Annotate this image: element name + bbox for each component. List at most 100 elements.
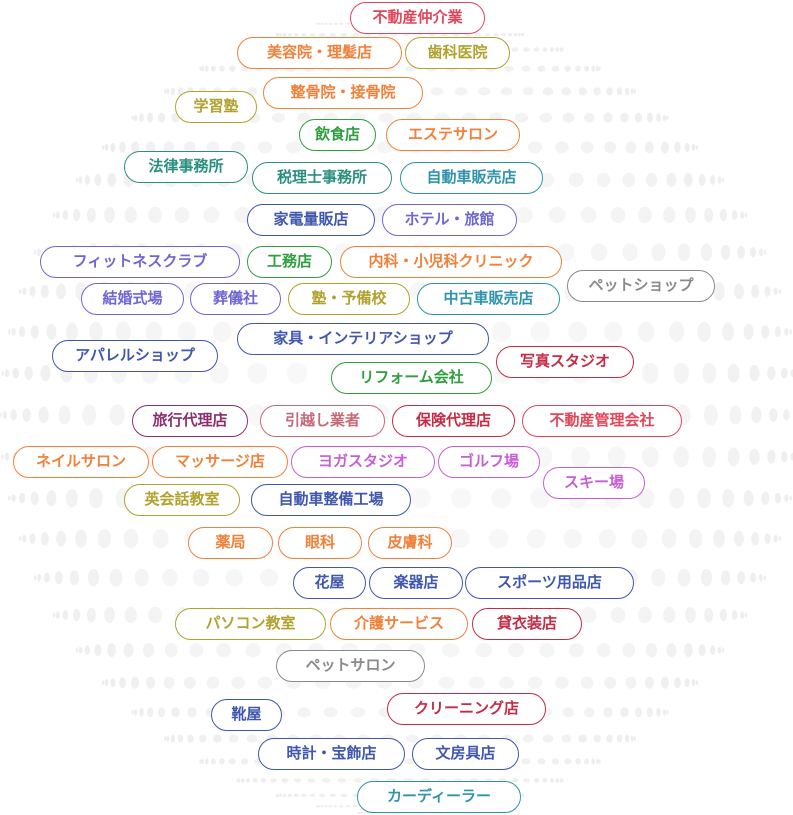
tag-chip[interactable]: 不動産管理会社 [522, 405, 682, 437]
tag-chip[interactable]: ゴルフ場 [438, 446, 540, 478]
tag-chip[interactable]: 花屋 [293, 567, 366, 599]
globe-dot [40, 365, 50, 381]
tag-chip[interactable]: 内科・小児科クリニック [340, 246, 562, 278]
tag-chip[interactable]: 塾・予備校 [288, 283, 410, 315]
globe-dot [556, 47, 559, 52]
tag-chip[interactable]: 楽器店 [369, 567, 463, 599]
globe-dot [19, 536, 21, 541]
globe-dot [294, 33, 299, 36]
globe-dot [784, 494, 788, 502]
tag-chip[interactable]: ホテル・旅館 [382, 204, 517, 236]
globe-dot [339, 805, 343, 807]
globe-dot [166, 736, 169, 742]
globe-dot [523, 794, 525, 797]
tag-chip[interactable]: 税理士事務所 [252, 162, 392, 194]
tag-chip[interactable]: ペットサロン [276, 650, 425, 682]
globe-dot [319, 794, 325, 797]
tag-chip[interactable]: ペットショップ [567, 270, 715, 302]
tag-chip[interactable]: 時計・宝飾店 [258, 738, 405, 770]
globe-dot [663, 607, 675, 623]
globe-dot [0, 412, 2, 417]
tag-chip[interactable]: 自動車販売店 [400, 162, 543, 194]
globe-dot [79, 647, 83, 654]
tag-chip[interactable]: 美容院・理髪店 [237, 37, 402, 69]
tag-chip[interactable]: アパレルショップ [52, 340, 218, 372]
tag-chip[interactable]: ヨガスタジオ [291, 446, 435, 478]
tag-chip[interactable]: 英会話教室 [124, 484, 240, 516]
globe-dot [550, 47, 554, 52]
globe-dot [56, 531, 66, 547]
globe-dot [555, 677, 569, 689]
tag-chip[interactable]: 保険代理店 [392, 405, 515, 437]
tag-chip[interactable]: 葬儀社 [190, 283, 281, 315]
globe-dot [581, 607, 597, 623]
globe-dot [750, 247, 756, 257]
tag-chip[interactable]: 不動産仲介業 [350, 2, 485, 34]
globe-dot [171, 735, 175, 743]
globe-dot [593, 735, 601, 743]
tag-chip[interactable]: マッサージ店 [152, 446, 288, 478]
tag-chip[interactable]: 旅行代理店 [132, 405, 248, 437]
globe-dot [442, 643, 459, 657]
globe-dot [564, 529, 582, 548]
tag-chip[interactable]: 皮膚科 [368, 527, 452, 559]
tag-chip[interactable]: 家電量販店 [247, 204, 375, 236]
tag-chip[interactable]: カーディーラー [357, 781, 521, 813]
globe-dot [603, 113, 613, 123]
globe-dot [728, 447, 740, 466]
tag-chip[interactable]: クリーニング店 [387, 693, 546, 725]
tag-chip[interactable]: 靴屋 [211, 699, 282, 731]
globe-dot [563, 707, 575, 717]
globe-dot [584, 66, 589, 72]
globe-dot [410, 488, 431, 508]
globe-dot [740, 211, 744, 218]
tag-chip[interactable]: 歯科医院 [405, 37, 510, 69]
tag-chip[interactable]: 写真スタジオ [496, 346, 634, 378]
tag-chip[interactable]: フィットネスクラブ [40, 246, 240, 278]
globe-dot [620, 707, 628, 717]
tag-chip[interactable]: 眼科 [278, 527, 362, 559]
tag-chip[interactable]: 中古車販売店 [417, 283, 560, 315]
tag-chip[interactable]: 学習塾 [175, 91, 257, 123]
tag-chip[interactable]: 整骨院・接骨院 [263, 77, 423, 109]
globe-dot [22, 288, 26, 296]
globe-dot [751, 407, 761, 423]
tag-chip[interactable]: 法律事務所 [124, 151, 248, 183]
globe-dot [783, 410, 789, 421]
globe-dot [604, 322, 622, 342]
globe-dot [132, 115, 134, 120]
globe-dot [599, 529, 616, 548]
tag-chip[interactable]: 薬局 [188, 527, 273, 559]
globe-dot [146, 677, 155, 689]
tag-chip[interactable]: 飲食店 [299, 119, 376, 151]
tag-chip[interactable]: 自動車整備工場 [251, 484, 411, 516]
globe-dot [603, 707, 613, 717]
globe-dot [684, 173, 693, 187]
tag-chip[interactable]: パソコン教室 [175, 608, 326, 640]
globe-dot [125, 207, 137, 223]
tag-chip[interactable]: リフォーム会社 [331, 362, 492, 394]
tag-chip[interactable]: スキー場 [543, 467, 645, 499]
tag-chip[interactable]: エステサロン [386, 119, 520, 151]
globe-dot [779, 536, 781, 541]
globe-dot [178, 735, 183, 743]
tag-chip[interactable]: 介護サービス [330, 608, 468, 640]
globe-dot [722, 178, 724, 183]
globe-dot [321, 23, 324, 25]
globe-dot [89, 322, 103, 342]
globe-dot [560, 47, 562, 52]
tag-chip[interactable]: 文房具店 [412, 738, 519, 770]
globe-dot [205, 758, 209, 764]
tag-chip[interactable]: 結婚式場 [81, 283, 184, 315]
tag-chip[interactable]: 家具・インテリアショップ [237, 323, 489, 355]
tag-chip[interactable]: 工務店 [247, 246, 332, 278]
globe-dot [661, 677, 669, 689]
tag-chip[interactable]: スポーツ用品店 [465, 567, 634, 599]
tag-chip[interactable]: 貸衣装店 [472, 608, 582, 640]
globe-dot [216, 643, 231, 657]
tag-chip[interactable]: ネイルサロン [13, 446, 149, 478]
tag-chip[interactable]: 引越し業者 [260, 405, 385, 437]
globe-dot [261, 778, 267, 783]
globe-dot [31, 492, 39, 505]
globe-dot [645, 141, 654, 153]
